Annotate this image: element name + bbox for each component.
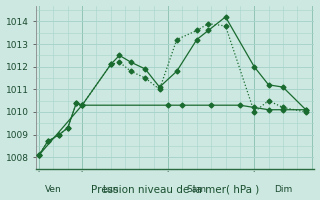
Text: Lun: Lun [103, 185, 119, 194]
X-axis label: Pression niveau de la mer( hPa ): Pression niveau de la mer( hPa ) [91, 184, 260, 194]
Text: Dim: Dim [274, 185, 292, 194]
Text: Ven: Ven [45, 185, 62, 194]
Text: Sam: Sam [187, 185, 207, 194]
